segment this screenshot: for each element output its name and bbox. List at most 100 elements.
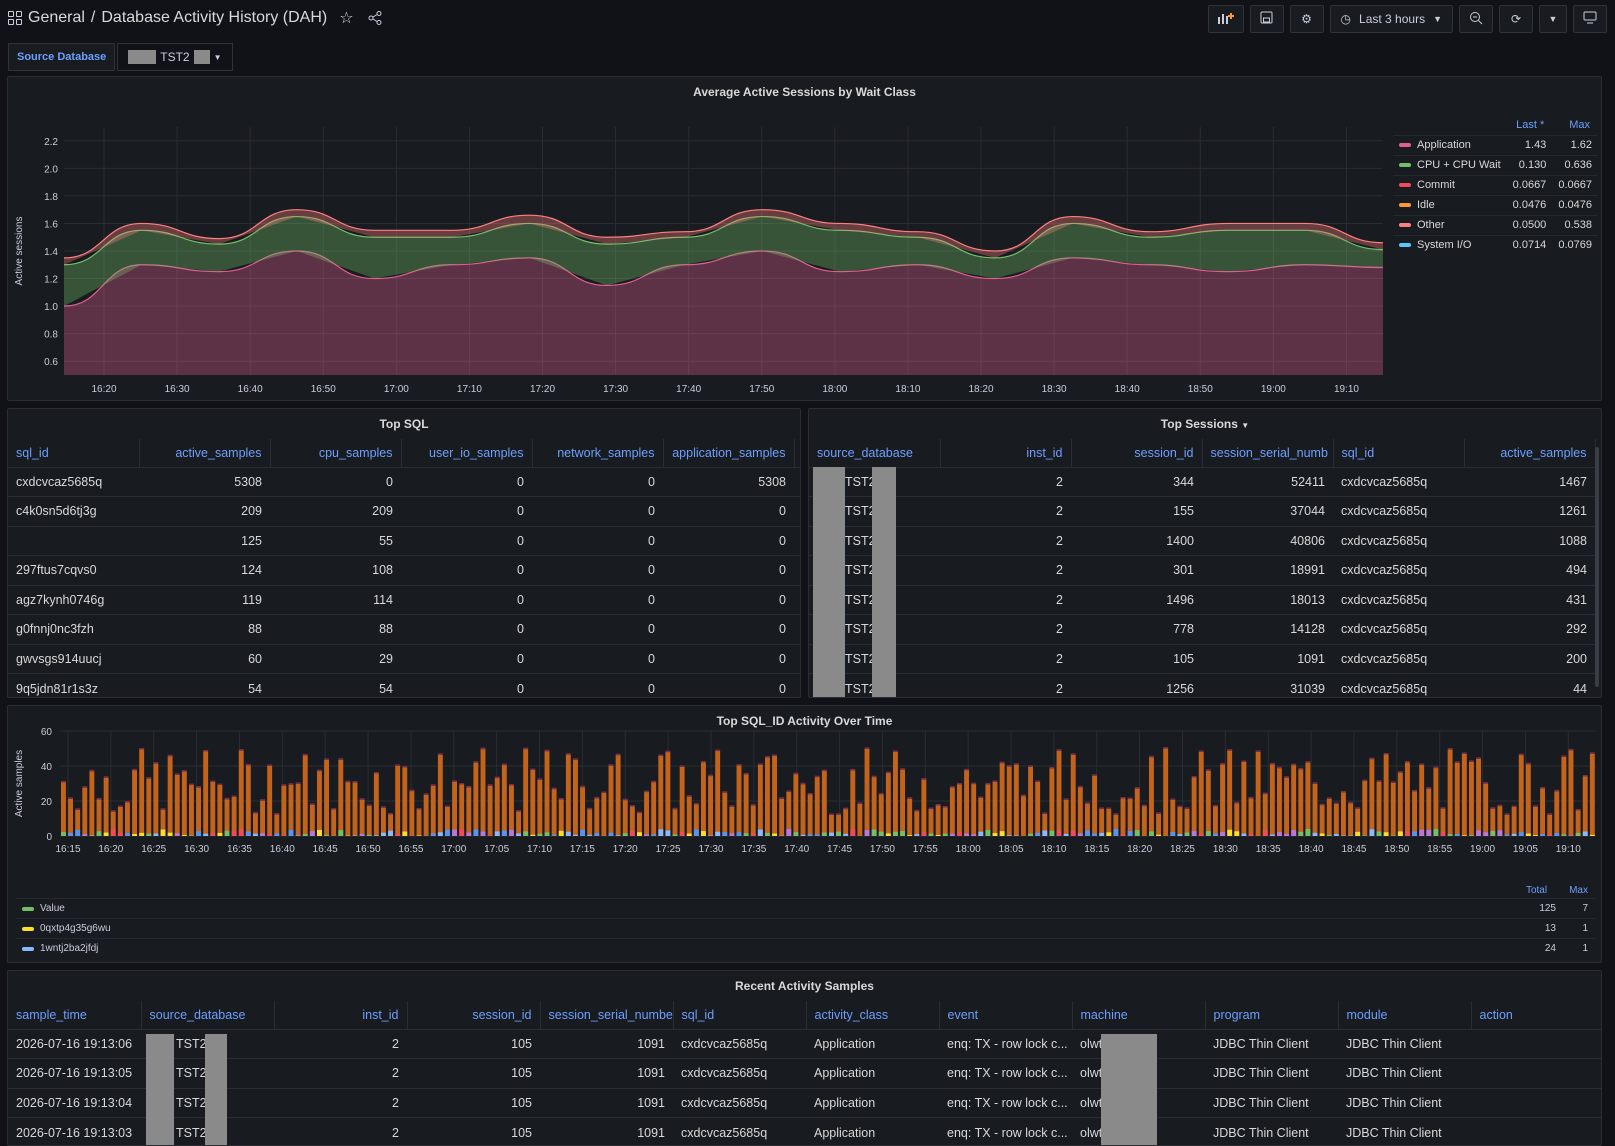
table-row[interactable]: TST2 2 105 1091 cxdcvcaz5685q 200 (809, 643, 1595, 674)
panel-title[interactable]: Recent Activity Samples (735, 979, 874, 993)
table-row[interactable]: 9q5jdn81r1s3z 54 54 0 0 0 (8, 673, 800, 697)
top_sql-header-network-samples[interactable]: network_samples (532, 439, 664, 467)
table-row[interactable]: 2026-07-16 19:13:03 TST2 2 105 1091 cxdcvcaz5… (8, 1117, 1601, 1145)
recent-header-machine[interactable]: machine (1072, 1001, 1206, 1029)
recent-header-source-database[interactable]: source_database (141, 1001, 275, 1029)
recent-header-sample-time[interactable]: sample_time (8, 1001, 142, 1029)
top_sessions-header-active-samples[interactable]: active_samples (1464, 439, 1596, 467)
legend-item[interactable]: 1wntj2ba2jfdj 24 1 (16, 938, 1596, 958)
table-row[interactable]: g0fnnj0nc3fzh 88 88 0 0 0 (8, 614, 800, 644)
bar-segment (267, 765, 273, 836)
bar-segment (338, 758, 344, 760)
top_sql-header-c[interactable]: c (794, 439, 800, 467)
legend-header-total[interactable]: Total (1525, 884, 1548, 896)
table-row[interactable]: TST2 2 1256 31039 cxdcvcaz5685q 44 (809, 673, 1595, 697)
table-row[interactable]: gwvsgs914uucj 60 29 0 0 0 (8, 643, 800, 674)
top_sessions-header-sql-id[interactable]: sql_id (1333, 439, 1465, 467)
legend-item[interactable]: Value 125 7 (16, 898, 1596, 918)
panel-title[interactable]: Top SQL (379, 417, 429, 431)
bar-segment (821, 769, 827, 772)
legend-item[interactable]: Idle 0.0476 0.0476 (1393, 194, 1598, 215)
table-row[interactable]: 2026-07-16 19:13:05 TST2 2 105 1091 cxdcvcaz5… (8, 1058, 1601, 1088)
legend-label: Idle (1393, 194, 1507, 215)
cell-module: JDBC Thin Client (1338, 1087, 1471, 1118)
dashboard-title[interactable]: Database Activity History (DAH) (101, 9, 328, 26)
zoom-out-button[interactable] (1459, 5, 1493, 33)
top_sessions-header-inst-id[interactable]: inst_id (940, 439, 1072, 467)
recent-header-session-id[interactable]: session_id (407, 1001, 541, 1029)
bar-segment (1440, 831, 1446, 836)
legend-header-max[interactable]: Max (1569, 884, 1588, 896)
add-panel-button[interactable] (1207, 5, 1244, 33)
source-database-select[interactable]: TST2 ▼ (117, 43, 233, 71)
legend-item[interactable]: Other 0.0500 0.538 (1393, 214, 1598, 235)
table-row[interactable]: TST2 2 155 37044 cxdcvcaz5685q 1261 (809, 496, 1595, 526)
table-row[interactable]: 2026-07-16 19:13:04 TST2 2 105 1091 cxdcvcaz5… (8, 1087, 1601, 1118)
recent-header-program[interactable]: program (1205, 1001, 1339, 1029)
table-row[interactable]: TST2 2 1400 40806 cxdcvcaz5685q 1088 (809, 525, 1595, 556)
top_sql-header-sql-id[interactable]: sql_id (8, 439, 140, 467)
sqlid-bar-chart[interactable]: Active samples 0 20 40 60 16:15 16:20 16:25 16:3… (8, 706, 1602, 886)
redacted-block (146, 1034, 174, 1145)
bar-segment (210, 780, 216, 783)
table-row[interactable]: agz7kynh0746g 119 114 0 0 0 (8, 584, 800, 615)
legend-header-max[interactable]: Max (1552, 115, 1598, 135)
recent-header-module[interactable]: module (1338, 1001, 1472, 1029)
panel-title[interactable]: Top SQL_ID Activity Over Time (716, 714, 893, 728)
x-tick-label: 18:00 (822, 384, 847, 395)
legend-item[interactable]: 0qxtp4g35g6wu 13 1 (16, 918, 1596, 938)
scrollbar[interactable] (1595, 447, 1599, 687)
bar-segment (1013, 764, 1019, 836)
panel-title[interactable]: Average Active Sessions by Wait Class (693, 85, 916, 99)
bar-segment (942, 807, 948, 836)
cell-active-samples: 119 (139, 584, 270, 615)
legend-item[interactable]: System I/O 0.0714 0.0769 (1393, 234, 1598, 255)
bar-segment (132, 768, 138, 771)
aas-chart[interactable]: Active sessions 0.6 0.8 1.0 1.2 1.4 1.6 1.8 2.0 2… (8, 77, 1398, 401)
top_sessions-header-source-database[interactable]: source_database (809, 439, 941, 467)
top_sessions-header-session-id[interactable]: session_id (1071, 439, 1203, 467)
legend-header-last[interactable]: Last * (1506, 115, 1553, 135)
table-row[interactable]: cxdcvcaz5685q 5308 0 0 0 5308 (8, 466, 800, 497)
legend-item[interactable]: Commit 0.0667 0.0667 (1393, 174, 1598, 195)
table-row[interactable]: 297ftus7cqvs0 124 108 0 0 0 (8, 555, 800, 585)
table-row[interactable]: 2026-07-16 19:13:06 TST2 2 105 1091 cxdcvcaz5… (8, 1028, 1601, 1059)
legend-item[interactable]: Application 1.43 1.62 (1393, 134, 1598, 155)
table-row[interactable]: TST2 2 778 14128 cxdcvcaz5685q 292 (809, 614, 1595, 644)
top_sql-header-active-samples[interactable]: active_samples (139, 439, 271, 467)
panel-title[interactable]: Top Sessions ▼ (809, 417, 1601, 431)
x-tick-label: 17:05 (484, 844, 509, 855)
bar-segment (1589, 834, 1595, 836)
table-row[interactable]: TST2 2 301 18991 cxdcvcaz5685q 494 (809, 555, 1595, 585)
top_sql-header-application-samples[interactable]: application_samples (663, 439, 795, 467)
bar-segment (1269, 762, 1275, 765)
table-row[interactable]: TST2 2 1496 18013 cxdcvcaz5685q 431 (809, 584, 1595, 615)
recent-header-action[interactable]: action (1471, 1001, 1601, 1029)
cell-session-id: 1400 (1071, 525, 1202, 556)
top_sql-header-user-io-samples[interactable]: user_io_samples (401, 439, 533, 467)
cell-c (794, 643, 800, 674)
tv-mode-button[interactable] (1573, 5, 1607, 33)
table-row[interactable]: TST2 2 344 52411 cxdcvcaz5685q 1467 (809, 466, 1595, 497)
recent-header-event[interactable]: event (939, 1001, 1073, 1029)
recent-header-sql-id[interactable]: sql_id (673, 1001, 807, 1029)
refresh-interval-dropdown[interactable]: ▼ (1539, 5, 1567, 33)
bar-segment (110, 829, 116, 836)
refresh-button[interactable]: ⟳ (1499, 5, 1533, 33)
legend-item[interactable]: CPU + CPU Wait 0.130 0.636 (1393, 154, 1598, 175)
top_sessions-header-session-serial-numb[interactable]: session_serial_numb (1202, 439, 1334, 467)
share-icon[interactable] (368, 11, 382, 25)
top_sql-header-cpu-samples[interactable]: cpu_samples (270, 439, 402, 467)
save-dashboard-button[interactable] (1249, 5, 1284, 33)
apps-grid-icon[interactable] (8, 11, 22, 25)
bar-segment (1518, 753, 1524, 756)
recent-header-activity-class[interactable]: activity_class (806, 1001, 940, 1029)
star-icon[interactable]: ☆ (339, 10, 354, 27)
time-range-picker[interactable]: ◷ Last 3 hours ▼ (1329, 5, 1453, 33)
settings-button[interactable]: ⚙ (1289, 5, 1324, 33)
recent-header-inst-id[interactable]: inst_id (274, 1001, 408, 1029)
table-row[interactable]: 125 55 0 0 0 (8, 525, 800, 556)
recent-header-session-serial-numbe[interactable]: session_serial_numbe (540, 1001, 674, 1029)
table-row[interactable]: c4k0sn5d6tj3g 209 209 0 0 0 (8, 496, 800, 526)
breadcrumb-folder[interactable]: General (28, 9, 85, 26)
